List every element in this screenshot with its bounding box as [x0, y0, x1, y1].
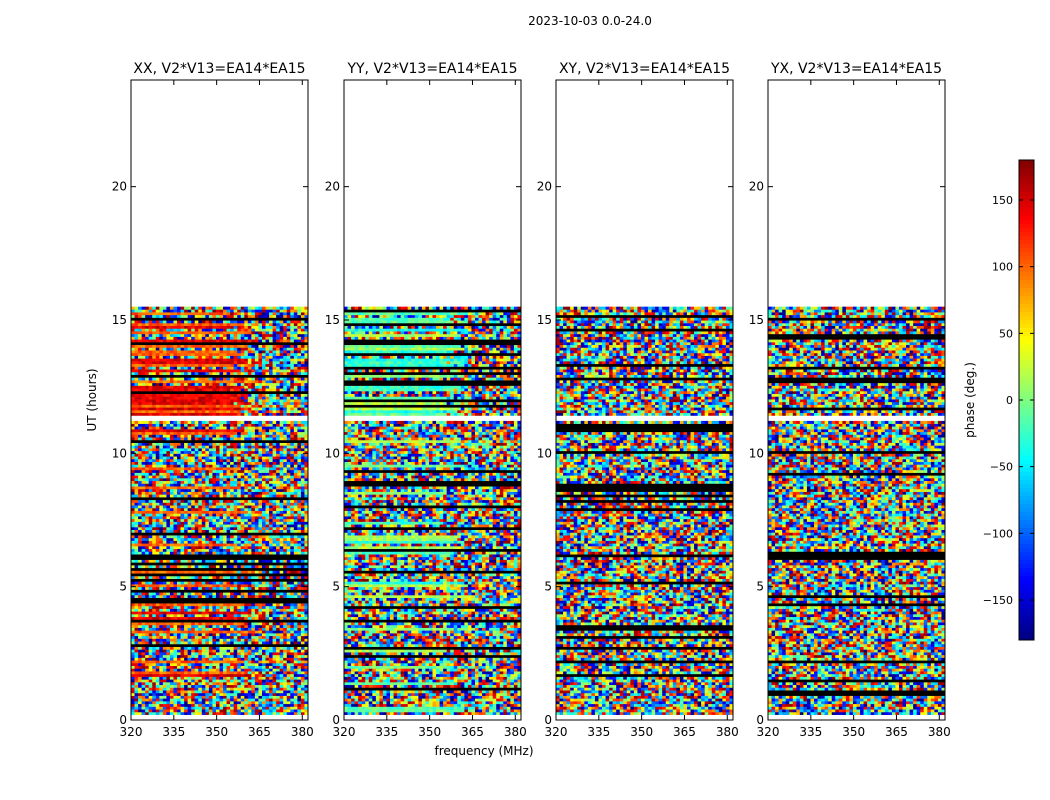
x-tick-label: 320: [120, 725, 143, 739]
x-tick-label: 320: [333, 725, 356, 739]
x-tick-label: 365: [248, 725, 271, 739]
x-tick-label: 380: [504, 725, 527, 739]
x-tick-label: 320: [545, 725, 568, 739]
phase-heatmap: [768, 307, 945, 715]
x-tick-label: 335: [799, 725, 822, 739]
colorbar: 150 100 50 0 −50 −100 −150: [983, 160, 1034, 640]
colorbar-tick-label: 150: [992, 194, 1013, 207]
y-tick-label: 20: [749, 180, 764, 194]
colorbar-tick-label: 0: [1006, 394, 1013, 407]
colorbar-tick-label: 50: [999, 327, 1013, 340]
y-tick-label: 10: [112, 446, 127, 460]
phase-heatmap: [556, 307, 733, 715]
x-tick-label: 380: [291, 725, 314, 739]
x-tick-label: 350: [630, 725, 653, 739]
colorbar-tick-label: 100: [992, 261, 1013, 274]
y-tick-label: 5: [119, 580, 127, 594]
panel-title: YX, V2*V13=EA14*EA15: [770, 61, 942, 77]
y-tick-label: 5: [544, 580, 552, 594]
panel-yy: YY, V2*V13=EA14*EA15 320 335 350 365 380 0 5 10 1…: [325, 61, 527, 739]
y-tick-label: 20: [537, 180, 552, 194]
panel-xx: XX, V2*V13=EA14*EA15 320 335 350 365 380 0 5 10 1…: [112, 61, 314, 739]
colorbar-tick-label: −100: [983, 527, 1013, 540]
panel-title: XX, V2*V13=EA14*EA15: [133, 61, 305, 77]
panel-yx: YX, V2*V13=EA14*EA15 320 335 350 365 380 0 5 10 1…: [749, 61, 951, 739]
x-tick-label: 335: [162, 725, 185, 739]
y-tick-label: 0: [119, 713, 127, 727]
y-tick-label: 5: [756, 580, 764, 594]
panel-xy: XY, V2*V13=EA14*EA15 320 335 350 365 380 0 5 10 1…: [537, 61, 739, 739]
y-tick-label: 15: [325, 313, 340, 327]
colorbar-tick-label: −50: [990, 461, 1013, 474]
y-tick-label: 10: [325, 446, 340, 460]
y-tick-label: 10: [537, 446, 552, 460]
x-tick-label: 350: [205, 725, 228, 739]
panel-title: XY, V2*V13=EA14*EA15: [559, 61, 730, 77]
x-tick-label: 350: [418, 725, 441, 739]
y-tick-label: 0: [332, 713, 340, 727]
phase-heatmap: [344, 307, 521, 715]
y-tick-label: 10: [749, 446, 764, 460]
y-tick-label: 0: [544, 713, 552, 727]
panel-title: YY, V2*V13=EA14*EA15: [346, 61, 517, 77]
x-tick-label: 350: [842, 725, 865, 739]
x-tick-label: 365: [461, 725, 484, 739]
x-tick-label: 380: [928, 725, 951, 739]
x-tick-label: 365: [885, 725, 908, 739]
x-tick-label: 335: [587, 725, 610, 739]
y-tick-label: 20: [112, 180, 127, 194]
phase-heatmap: [131, 307, 308, 715]
y-tick-label: 5: [332, 580, 340, 594]
y-tick-label: 0: [756, 713, 764, 727]
y-tick-label: 15: [537, 313, 552, 327]
colorbar-tick-label: −150: [983, 594, 1013, 607]
y-tick-label: 20: [325, 180, 340, 194]
y-tick-label: 15: [112, 313, 127, 327]
y-tick-label: 15: [749, 313, 764, 327]
x-tick-label: 365: [673, 725, 696, 739]
x-tick-label: 335: [375, 725, 398, 739]
figure-canvas: XX, V2*V13=EA14*EA15 320 335 350 365 380 0 5 10 1…: [0, 0, 1050, 800]
x-tick-label: 320: [757, 725, 780, 739]
x-tick-label: 380: [716, 725, 739, 739]
